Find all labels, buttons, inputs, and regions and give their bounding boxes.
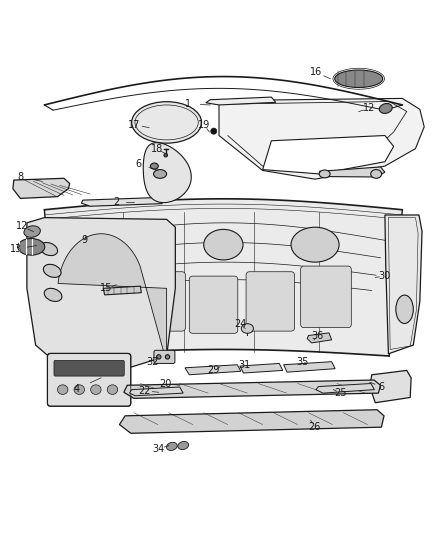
Text: 2: 2 — [113, 197, 120, 207]
Ellipse shape — [74, 385, 85, 394]
Polygon shape — [13, 179, 70, 198]
FancyBboxPatch shape — [85, 263, 135, 327]
Ellipse shape — [40, 243, 57, 256]
Polygon shape — [81, 198, 162, 206]
Polygon shape — [120, 410, 384, 433]
Text: 22: 22 — [138, 386, 151, 396]
Ellipse shape — [379, 103, 392, 114]
Text: 17: 17 — [127, 119, 140, 130]
Text: 6: 6 — [378, 382, 385, 392]
Ellipse shape — [132, 102, 201, 143]
FancyBboxPatch shape — [137, 272, 185, 331]
Text: 8: 8 — [17, 172, 23, 182]
Ellipse shape — [24, 226, 40, 237]
Text: 12: 12 — [15, 221, 28, 231]
Polygon shape — [206, 97, 276, 105]
Text: 25: 25 — [334, 388, 346, 398]
Text: 4: 4 — [74, 384, 80, 394]
FancyBboxPatch shape — [47, 353, 131, 406]
Text: 34: 34 — [152, 444, 165, 454]
FancyBboxPatch shape — [154, 350, 175, 364]
Ellipse shape — [91, 385, 101, 394]
Text: 6: 6 — [135, 159, 141, 169]
Polygon shape — [27, 217, 175, 372]
Text: 29: 29 — [208, 366, 220, 375]
Polygon shape — [58, 234, 166, 362]
Ellipse shape — [44, 288, 62, 302]
Polygon shape — [124, 380, 381, 398]
Ellipse shape — [165, 354, 170, 359]
Polygon shape — [307, 333, 332, 343]
Ellipse shape — [396, 295, 413, 324]
Ellipse shape — [166, 442, 177, 450]
Ellipse shape — [211, 128, 217, 134]
Text: 1: 1 — [185, 99, 191, 109]
Ellipse shape — [150, 163, 158, 169]
Polygon shape — [143, 143, 191, 203]
FancyBboxPatch shape — [246, 272, 294, 331]
Polygon shape — [263, 135, 394, 174]
Ellipse shape — [204, 229, 243, 260]
Ellipse shape — [156, 354, 161, 359]
Polygon shape — [44, 199, 403, 356]
Polygon shape — [240, 364, 283, 373]
Polygon shape — [219, 99, 424, 179]
Ellipse shape — [18, 239, 45, 255]
Ellipse shape — [43, 264, 61, 277]
FancyBboxPatch shape — [300, 266, 351, 328]
Text: 32: 32 — [146, 357, 159, 367]
Text: 15: 15 — [100, 284, 113, 293]
Text: 31: 31 — [238, 360, 251, 370]
Text: 9: 9 — [81, 235, 88, 245]
Ellipse shape — [241, 324, 254, 333]
Ellipse shape — [178, 441, 189, 449]
Polygon shape — [319, 167, 385, 177]
FancyBboxPatch shape — [54, 360, 124, 376]
Text: 12: 12 — [364, 103, 376, 114]
FancyBboxPatch shape — [189, 276, 238, 333]
Text: 13: 13 — [10, 244, 22, 254]
Ellipse shape — [291, 227, 339, 262]
Text: 19: 19 — [198, 119, 210, 130]
Polygon shape — [385, 215, 422, 354]
Text: 16: 16 — [310, 67, 322, 77]
Text: 35: 35 — [297, 357, 309, 367]
Ellipse shape — [319, 170, 330, 178]
Polygon shape — [284, 362, 335, 372]
Polygon shape — [316, 384, 374, 393]
Ellipse shape — [164, 154, 167, 157]
Text: 20: 20 — [159, 378, 172, 389]
Polygon shape — [185, 365, 241, 375]
Polygon shape — [370, 370, 411, 403]
Text: 26: 26 — [308, 422, 320, 432]
Polygon shape — [103, 286, 141, 295]
Ellipse shape — [57, 385, 68, 394]
Text: 24: 24 — [234, 319, 246, 329]
Text: 36: 36 — [311, 332, 323, 341]
Text: 30: 30 — [378, 271, 390, 281]
Polygon shape — [130, 387, 183, 395]
Ellipse shape — [335, 70, 383, 87]
Ellipse shape — [107, 385, 118, 394]
Ellipse shape — [371, 169, 381, 179]
Ellipse shape — [153, 169, 166, 179]
Ellipse shape — [84, 224, 141, 261]
Text: 18: 18 — [151, 144, 163, 155]
